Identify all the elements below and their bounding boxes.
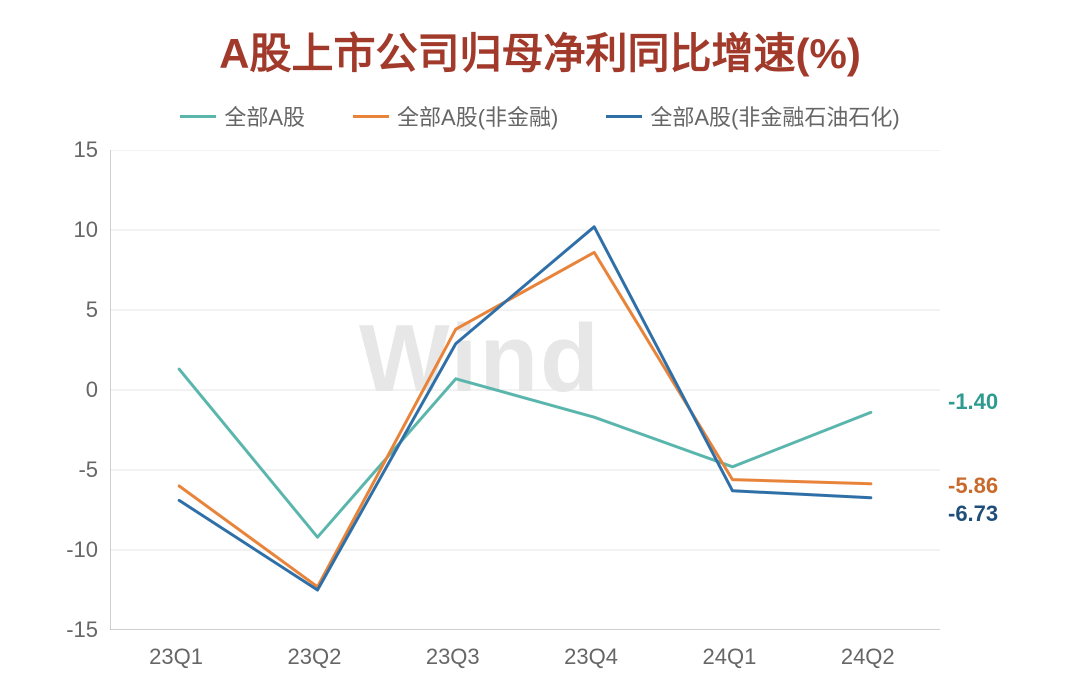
plot-svg	[110, 150, 940, 630]
chart-container: A股上市公司归母净利同比增速(%) 全部A股 全部A股(非金融) 全部A股(非金融石…	[0, 0, 1080, 692]
y-tick-label: 15	[74, 137, 98, 163]
y-tick-label: -15	[66, 617, 98, 643]
legend-item-2: 全部A股(非金融石油石化)	[606, 100, 899, 132]
legend-swatch	[353, 115, 389, 118]
x-tick-label: 23Q1	[149, 644, 203, 670]
series-end-label-1: -5.86	[948, 473, 998, 499]
y-tick-label: -5	[78, 457, 98, 483]
y-tick-label: 0	[86, 377, 98, 403]
legend-label: 全部A股(非金融石油石化)	[650, 100, 899, 132]
legend-swatch	[606, 115, 642, 118]
y-tick-label: 10	[74, 217, 98, 243]
series-end-label-2: -6.73	[948, 501, 998, 527]
series-line-1	[179, 252, 871, 586]
x-tick-label: 23Q2	[288, 644, 342, 670]
x-tick-label: 23Q4	[564, 644, 618, 670]
x-tick-label: 24Q1	[703, 644, 757, 670]
chart-title: A股上市公司归母净利同比增速(%)	[0, 20, 1080, 81]
series-line-2	[179, 227, 871, 590]
plot-area: Wind	[110, 150, 940, 630]
series-end-label-0: -1.40	[948, 389, 998, 415]
series-line-0	[179, 369, 871, 537]
legend-label: 全部A股	[224, 100, 305, 132]
legend-item-1: 全部A股(非金融)	[353, 100, 558, 132]
y-tick-label: -10	[66, 537, 98, 563]
x-tick-label: 24Q2	[841, 644, 895, 670]
x-tick-label: 23Q3	[426, 644, 480, 670]
legend-label: 全部A股(非金融)	[397, 100, 558, 132]
y-tick-label: 5	[86, 297, 98, 323]
legend-swatch	[180, 115, 216, 118]
legend: 全部A股 全部A股(非金融) 全部A股(非金融石油石化)	[0, 100, 1080, 132]
legend-item-0: 全部A股	[180, 100, 305, 132]
